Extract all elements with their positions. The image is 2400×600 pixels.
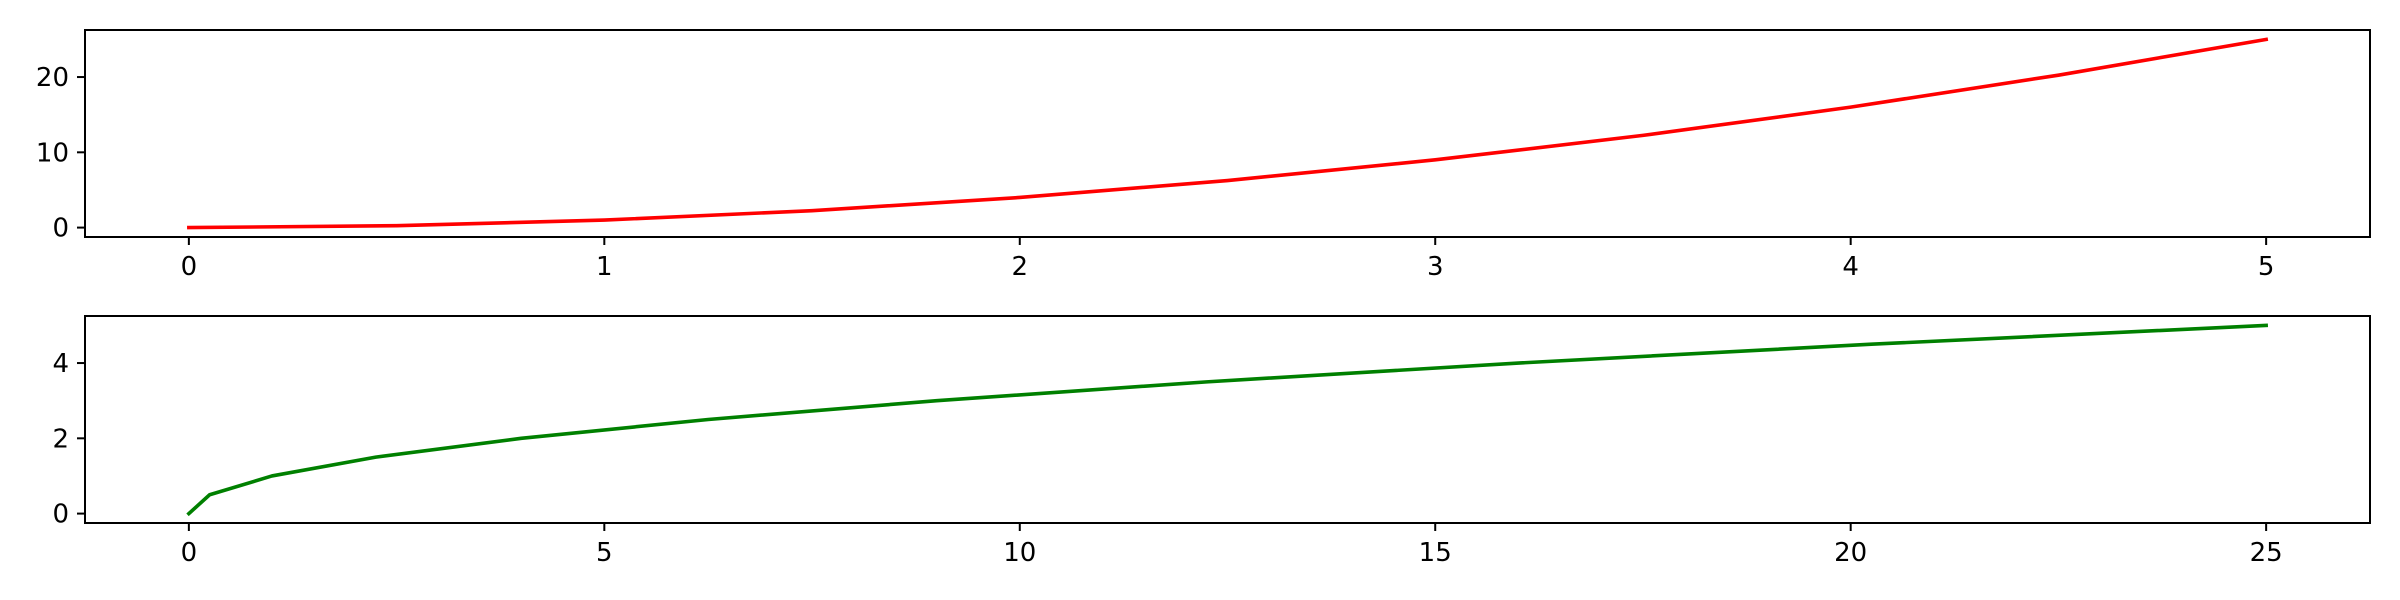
y-tick-label-1-2: 4 xyxy=(52,349,69,379)
y-tick-label-1-0: 0 xyxy=(52,500,69,530)
x-tick-label-0-2: 2 xyxy=(1011,252,1028,282)
y-tick-label-0-1: 10 xyxy=(36,138,69,168)
subplot-bottom: 0 5 10 15 20 25 0 2 4 xyxy=(52,315,2371,568)
axes-frame-0 xyxy=(84,29,2371,238)
x-tick-label-1-1: 5 xyxy=(596,538,613,568)
x-tick-label-1-4: 20 xyxy=(1834,538,1867,568)
x-tick-label-1-3: 15 xyxy=(1419,538,1452,568)
x-tick-label-0-4: 4 xyxy=(1842,252,1859,282)
y-tick-label-1-1: 2 xyxy=(52,424,69,454)
x-tick-label-1-0: 0 xyxy=(181,538,198,568)
y-tick-label-0-0: 0 xyxy=(52,214,69,244)
subplot-top: 0 1 2 3 4 5 0 10 20 xyxy=(36,29,2371,282)
x-tick-label-1-5: 25 xyxy=(2250,538,2283,568)
x-tick-label-0-5: 5 xyxy=(2258,252,2275,282)
x-tick-label-0-0: 0 xyxy=(181,252,198,282)
x-tick-label-0-3: 3 xyxy=(1427,252,1444,282)
series-line-0-0 xyxy=(187,37,2269,230)
x-tick-label-1-2: 10 xyxy=(1003,538,1036,568)
y-tick-label-0-2: 20 xyxy=(36,63,69,93)
axes-frame-1 xyxy=(84,315,2371,524)
x-tick-label-0-1: 1 xyxy=(596,252,613,282)
series-line-1-0 xyxy=(186,323,2269,517)
